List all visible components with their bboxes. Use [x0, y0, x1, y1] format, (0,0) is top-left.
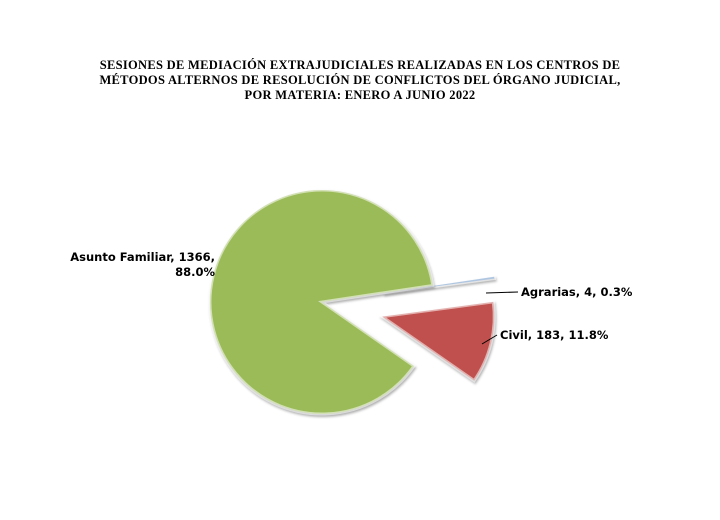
data-label: Asunto Familiar, 1366, 88.0% [70, 250, 215, 279]
data-label: Civil, 183, 11.8% [500, 328, 609, 342]
pie-slice [208, 188, 435, 416]
pie-slice [378, 300, 496, 383]
leader-line [481, 334, 498, 345]
chart-title: SESIONES DE MEDIACIÓN EXTRAJUDICIALES RE… [99, 58, 621, 102]
data-label: Agrarias, 4, 0.3% [521, 285, 633, 299]
leader-line [485, 291, 519, 294]
